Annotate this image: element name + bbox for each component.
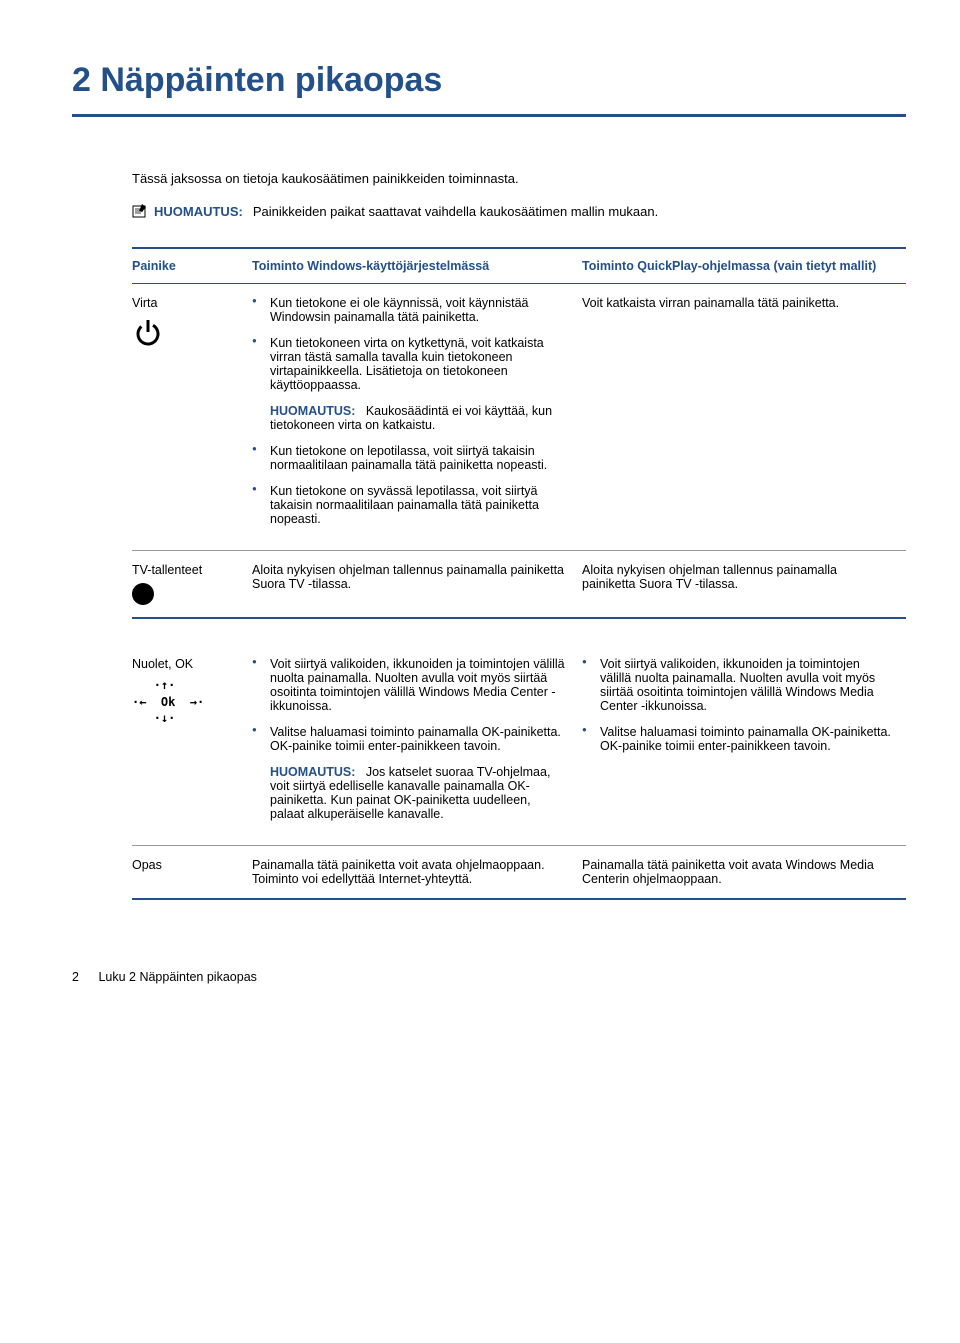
list-item: Kun tietokoneen virta on kytkettynä, voi…: [252, 336, 568, 392]
table-row: Virta Kun tietokone ei ole käynnissä, vo…: [132, 283, 906, 550]
bullet-list: Voit siirtyä valikoiden, ikkunoiden ja t…: [582, 657, 892, 753]
list-item: Kun tietokone on lepotilassa, voit siirt…: [252, 444, 568, 472]
list-item: Valitse haluamasi toiminto painamalla OK…: [252, 725, 568, 753]
page-footer: 2 Luku 2 Näppäinten pikaopas: [72, 970, 906, 984]
list-item: Voit siirtyä valikoiden, ikkunoiden ja t…: [252, 657, 568, 713]
quickplay-text: Aloita nykyisen ohjelman tallennus paina…: [582, 550, 906, 618]
inner-note: HUOMAUTUS: Kaukosäädintä ei voi käyttää,…: [270, 404, 568, 432]
page-number: 2: [72, 970, 79, 984]
table-row: Opas Painamalla tätä painiketta voit ava…: [132, 845, 906, 899]
quickplay-text: Painamalla tätä painiketta voit avata Wi…: [582, 845, 906, 899]
chapter-title: 2 Näppäinten pikaopas: [72, 61, 906, 117]
list-item: Kun tietokone on syvässä lepotilassa, vo…: [252, 484, 568, 526]
th-quickplay: Toiminto QuickPlay-ohjelmassa (vain tiet…: [582, 248, 906, 284]
windows-text: Painamalla tätä painiketta voit avata oh…: [252, 845, 582, 899]
note-text: Painikkeiden paikat saattavat vaihdella …: [253, 204, 658, 223]
button-label-tv: TV-tallenteet: [132, 563, 238, 577]
button-label-virta: Virta: [132, 296, 238, 310]
table-row: TV-tallenteet Aloita nykyisen ohjelman t…: [132, 550, 906, 618]
th-button: Painike: [132, 248, 252, 284]
note-icon: [132, 203, 148, 222]
top-note: HUOMAUTUS: Painikkeiden paikat saattavat…: [132, 204, 906, 223]
chapter-ref: Luku 2 Näppäinten pikaopas: [98, 970, 256, 984]
windows-text: Aloita nykyisen ohjelman tallennus paina…: [252, 550, 582, 618]
bullet-list: Kun tietokone ei ole käynnissä, voit käy…: [252, 296, 568, 392]
intro-text: Tässä jaksossa on tietoja kaukosäätimen …: [132, 171, 906, 186]
inner-note: HUOMAUTUS: Jos katselet suoraa TV-ohjelm…: [270, 765, 568, 821]
bullet-list: Voit siirtyä valikoiden, ikkunoiden ja t…: [252, 657, 568, 753]
list-item: Valitse haluamasi toiminto painamalla OK…: [582, 725, 892, 753]
quickplay-text: Voit katkaista virran painamalla tätä pa…: [582, 283, 906, 550]
button-table-1: Painike Toiminto Windows-käyttöjärjestel…: [132, 247, 906, 619]
power-icon: [132, 316, 164, 348]
note-label: HUOMAUTUS:: [270, 765, 355, 779]
note-label: HUOMAUTUS:: [270, 404, 355, 418]
arrows-ok-icon: ·↑· ·← Ok →· ·↓·: [132, 677, 238, 727]
list-item: Kun tietokone ei ole käynnissä, voit käy…: [252, 296, 568, 324]
button-table-2: Nuolet, OK ·↑· ·← Ok →· ·↓· Voit siirtyä…: [132, 645, 906, 900]
record-icon: [132, 583, 154, 605]
table-row: Nuolet, OK ·↑· ·← Ok →· ·↓· Voit siirtyä…: [132, 645, 906, 846]
button-label-opas: Opas: [132, 858, 238, 872]
list-item: Voit siirtyä valikoiden, ikkunoiden ja t…: [582, 657, 892, 713]
note-label: HUOMAUTUS:: [154, 204, 243, 223]
bullet-list: Kun tietokone on lepotilassa, voit siirt…: [252, 444, 568, 526]
button-label-ok: Nuolet, OK: [132, 657, 238, 671]
th-windows: Toiminto Windows-käyttöjärjestelmässä: [252, 248, 582, 284]
